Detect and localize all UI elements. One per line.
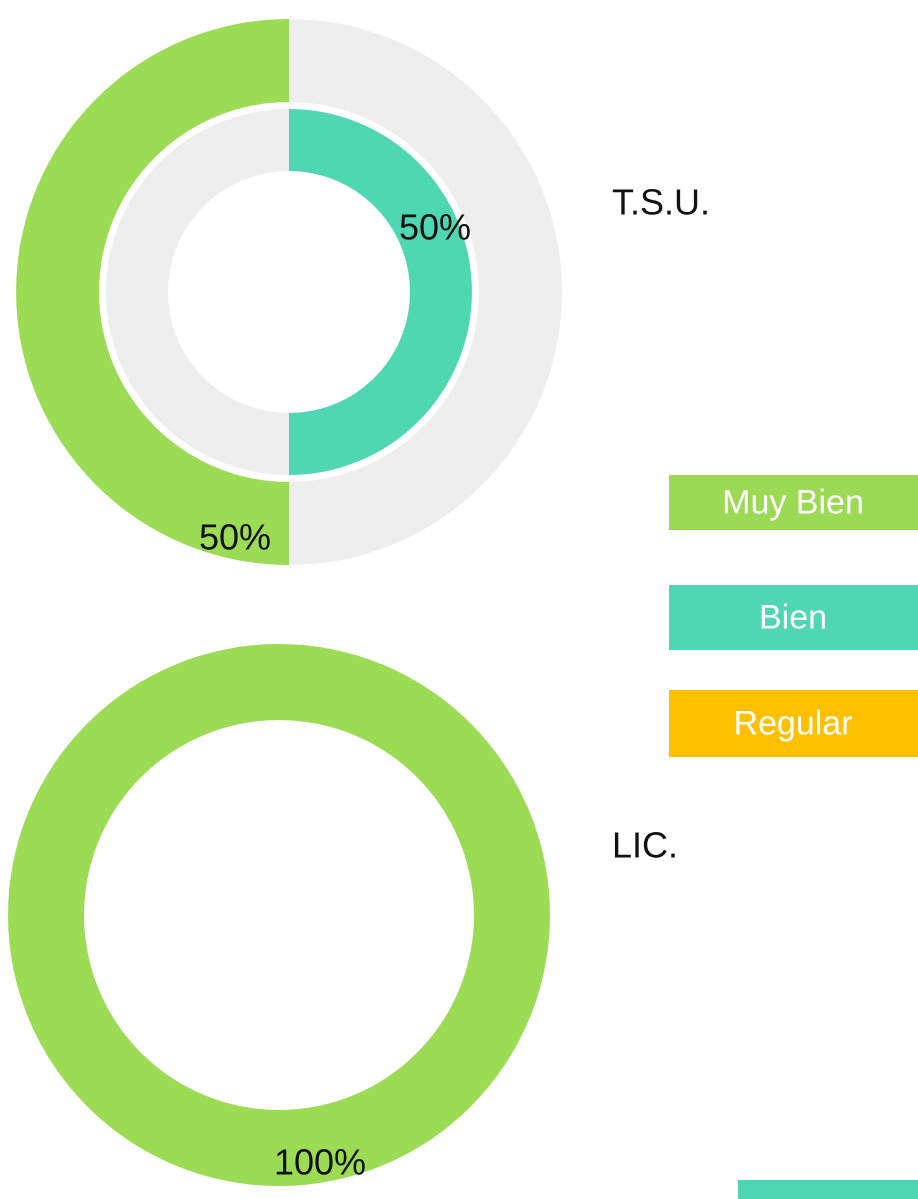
ring-segment bbox=[16, 19, 290, 565]
legend-box bbox=[669, 585, 918, 650]
legend-label: Bien bbox=[759, 598, 827, 636]
ring-segment bbox=[289, 109, 472, 475]
value-label: 50% bbox=[199, 517, 271, 558]
legend-label: Regular bbox=[733, 704, 852, 742]
legend-label: Muy Bien bbox=[722, 483, 864, 521]
chart-label: T.S.U. bbox=[612, 182, 710, 223]
chart-label: LIC. bbox=[612, 825, 678, 866]
value-label: 100% bbox=[274, 1142, 366, 1183]
ring-segment bbox=[8, 644, 550, 1186]
legend-box bbox=[669, 475, 918, 530]
partial-legend-box bbox=[738, 1180, 918, 1199]
legend-box bbox=[669, 690, 918, 757]
value-label: 50% bbox=[399, 207, 471, 248]
